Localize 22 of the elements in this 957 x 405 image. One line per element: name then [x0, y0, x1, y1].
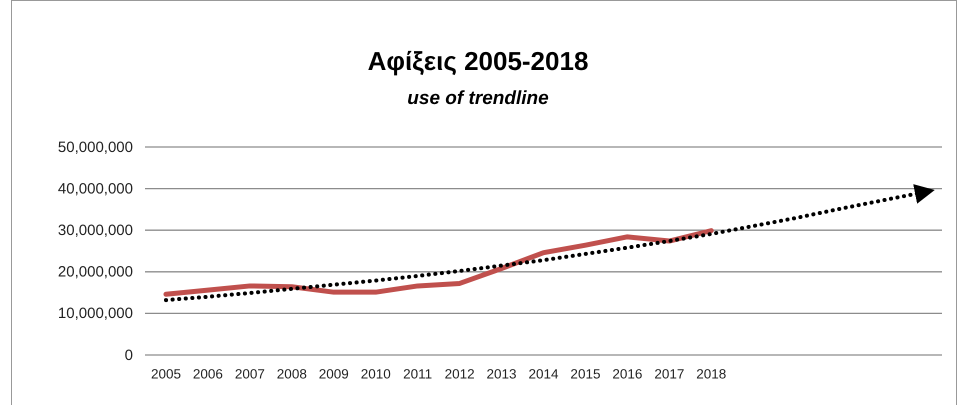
x-tick-label: 2009 [318, 366, 349, 382]
y-tick-label: 50,000,000 [58, 138, 133, 156]
x-tick-label: 2014 [528, 366, 559, 382]
y-tick-label: 30,000,000 [58, 222, 133, 239]
x-tick-label: 2008 [276, 366, 307, 382]
y-tick-label: 10,000,000 [58, 305, 133, 322]
y-tick-label: 20,000,000 [58, 264, 133, 281]
x-tick-label: 2005 [150, 366, 181, 382]
x-tick-label: 2016 [612, 366, 642, 382]
y-tick-label: 40,000,000 [58, 180, 133, 198]
x-tick-label: 2018 [696, 366, 726, 382]
x-tick-label: 2006 [192, 366, 223, 382]
chart-subtitle: use of trendline [407, 88, 550, 109]
x-tick-label: 2013 [486, 366, 517, 382]
chart-title: Αφίξεις 2005-2018 [368, 46, 588, 76]
x-tick-label: 2011 [403, 366, 432, 382]
x-tick-label: 2017 [654, 366, 684, 382]
y-tick-label: 0 [124, 346, 133, 364]
x-tick-label: 2007 [234, 366, 265, 382]
x-tick-label: 2015 [570, 366, 600, 382]
x-tick-label: 2010 [360, 366, 391, 382]
x-tick-label: 2012 [444, 366, 475, 382]
